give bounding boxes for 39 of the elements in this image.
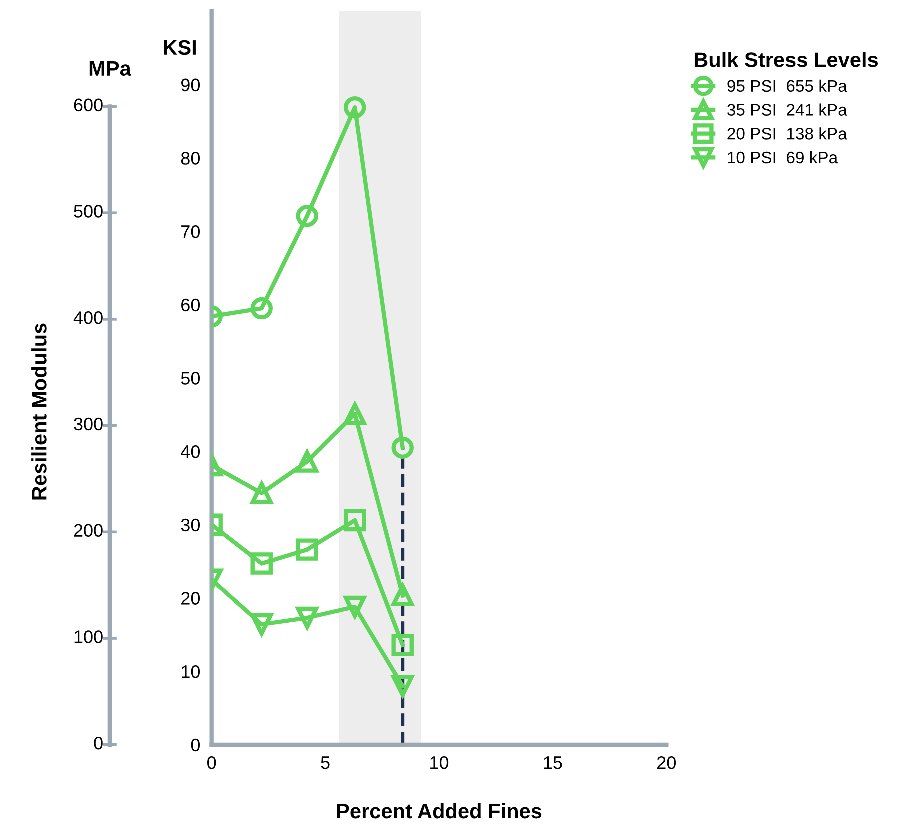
y2-axis-title: MPa	[90, 61, 132, 76]
legend-title: Bulk Stress Levels	[694, 52, 878, 68]
y-tick-label: 40	[181, 445, 200, 458]
y2-tick-label: 200	[74, 524, 103, 538]
point	[344, 96, 366, 119]
y-tick-label: 20	[182, 592, 200, 605]
legend-label: 20 PSI 138 kPa	[728, 128, 848, 140]
x-tick-label: 15	[544, 756, 562, 770]
x-axis-title: Percent Added Fines	[337, 803, 542, 819]
point	[344, 509, 366, 532]
y-tick-label: 0	[191, 738, 200, 752]
y2-tick-label: 600	[74, 98, 103, 112]
y2-tick-label: 100	[74, 630, 103, 644]
text: Resilient Modulus	[32, 324, 47, 500]
y-tick-label: 10	[182, 665, 200, 678]
legend-label: 35 PSI 241 kPa	[728, 104, 848, 116]
x-tick-label: 20	[658, 756, 676, 770]
legend-label: 95 PSI 655 kPa	[728, 80, 848, 92]
point	[250, 552, 273, 575]
point	[392, 634, 414, 656]
y-tick-label: 80	[181, 152, 200, 165]
y2-tick-label: 300	[74, 418, 103, 431]
y-tick-label: 50	[181, 372, 200, 385]
point	[296, 538, 318, 561]
y-tick-label: 70	[182, 225, 200, 238]
point	[392, 436, 414, 459]
x-tick-label: 0	[208, 756, 216, 770]
x-tick-label: 5	[321, 756, 330, 770]
y-tick-label: 90	[181, 78, 200, 92]
y2-tick-label: 400	[74, 312, 103, 324]
y2-tick-label: 500	[74, 205, 103, 218]
y2-tick-label: 0	[94, 736, 103, 750]
y-axis-title: KSI	[164, 40, 196, 56]
y-tick-label: 30	[181, 518, 200, 532]
legend-label: 10 PSI 69 kPa	[728, 151, 838, 164]
y-tick-label: 60	[182, 298, 200, 312]
point	[250, 297, 273, 320]
x-tick-label: 10	[430, 756, 449, 770]
point	[296, 205, 318, 228]
